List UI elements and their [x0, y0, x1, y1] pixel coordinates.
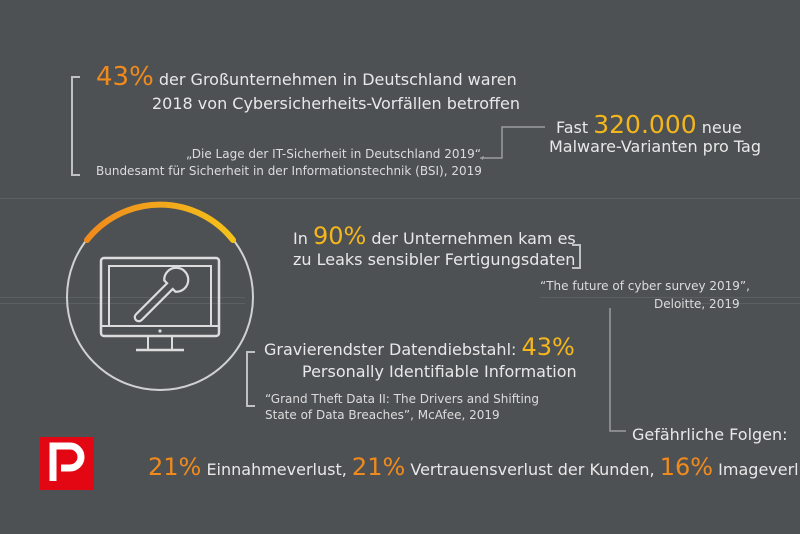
- consequence-label-1: Einnahmeverlust,: [206, 460, 347, 479]
- stat1-line1: 43% der Großunternehmen in Deutschland w…: [96, 62, 517, 92]
- stat3-source-1: “The future of cyber survey 2019”,: [540, 279, 750, 293]
- circuit-line: [0, 198, 800, 199]
- brand-p-letter-icon: [49, 442, 85, 481]
- consequences-heading: Gefährliche Folgen:: [632, 425, 788, 444]
- circuit-line: [0, 297, 245, 298]
- stat2-value: 320.000: [593, 110, 697, 139]
- consequence-label-3: Imageverlust: [718, 460, 800, 479]
- brand-p-logo: [40, 437, 94, 490]
- consequence-value-2: 21%: [351, 453, 406, 481]
- connector-line: [609, 308, 626, 432]
- stat1-line2: 2018 von Cybersicherheits-Vorfällen betr…: [152, 94, 521, 113]
- stat3-source-2: Deloitte, 2019: [654, 297, 740, 311]
- consequence-value-3: 16%: [659, 453, 714, 481]
- stat4-line2: Personally Identifiable Information: [302, 362, 577, 381]
- consequences-row: 21% Einnahmeverlust, 21% Vertrauensverlu…: [148, 453, 800, 481]
- stat4-line1: Gravierendster Datendiebstahl: 43%: [264, 333, 575, 361]
- stat2-line1: Fast 320.000 neue: [556, 110, 742, 139]
- stat4-source-2: State of Data Breaches”, McAfee, 2019: [265, 408, 500, 422]
- bracket-stat4: [246, 351, 255, 407]
- circuit-line: [0, 303, 245, 304]
- stat1-source-1: „Die Lage der IT-Sicherheit in Deutschla…: [186, 147, 485, 161]
- consequence-label-2: Vertrauensverlust der Kunden,: [410, 460, 655, 479]
- bracket-stat3: [572, 244, 581, 269]
- stat4-source-1: “Grand Theft Data II: The Drivers and Sh…: [265, 392, 540, 406]
- stat3-line1: In 90% der Unternehmen kam es: [293, 222, 576, 250]
- consequence-value-1: 21%: [148, 453, 202, 481]
- stat4-value: 43%: [521, 333, 575, 361]
- stat2-line2: Malware-Varianten pro Tag: [549, 137, 762, 156]
- circuit-line: [540, 297, 800, 298]
- stat1-value: 43%: [96, 62, 154, 92]
- connector-line: [480, 126, 545, 159]
- monitor-wrench-icon: [66, 201, 254, 391]
- stat3-value: 90%: [312, 222, 367, 250]
- bracket-stat1: [71, 76, 80, 176]
- stat3-line2: zu Leaks sensibler Fertigungsdaten: [293, 250, 576, 269]
- circuit-line: [680, 303, 800, 304]
- stat1-source-2: Bundesamt für Sicherheit in der Informat…: [96, 164, 482, 178]
